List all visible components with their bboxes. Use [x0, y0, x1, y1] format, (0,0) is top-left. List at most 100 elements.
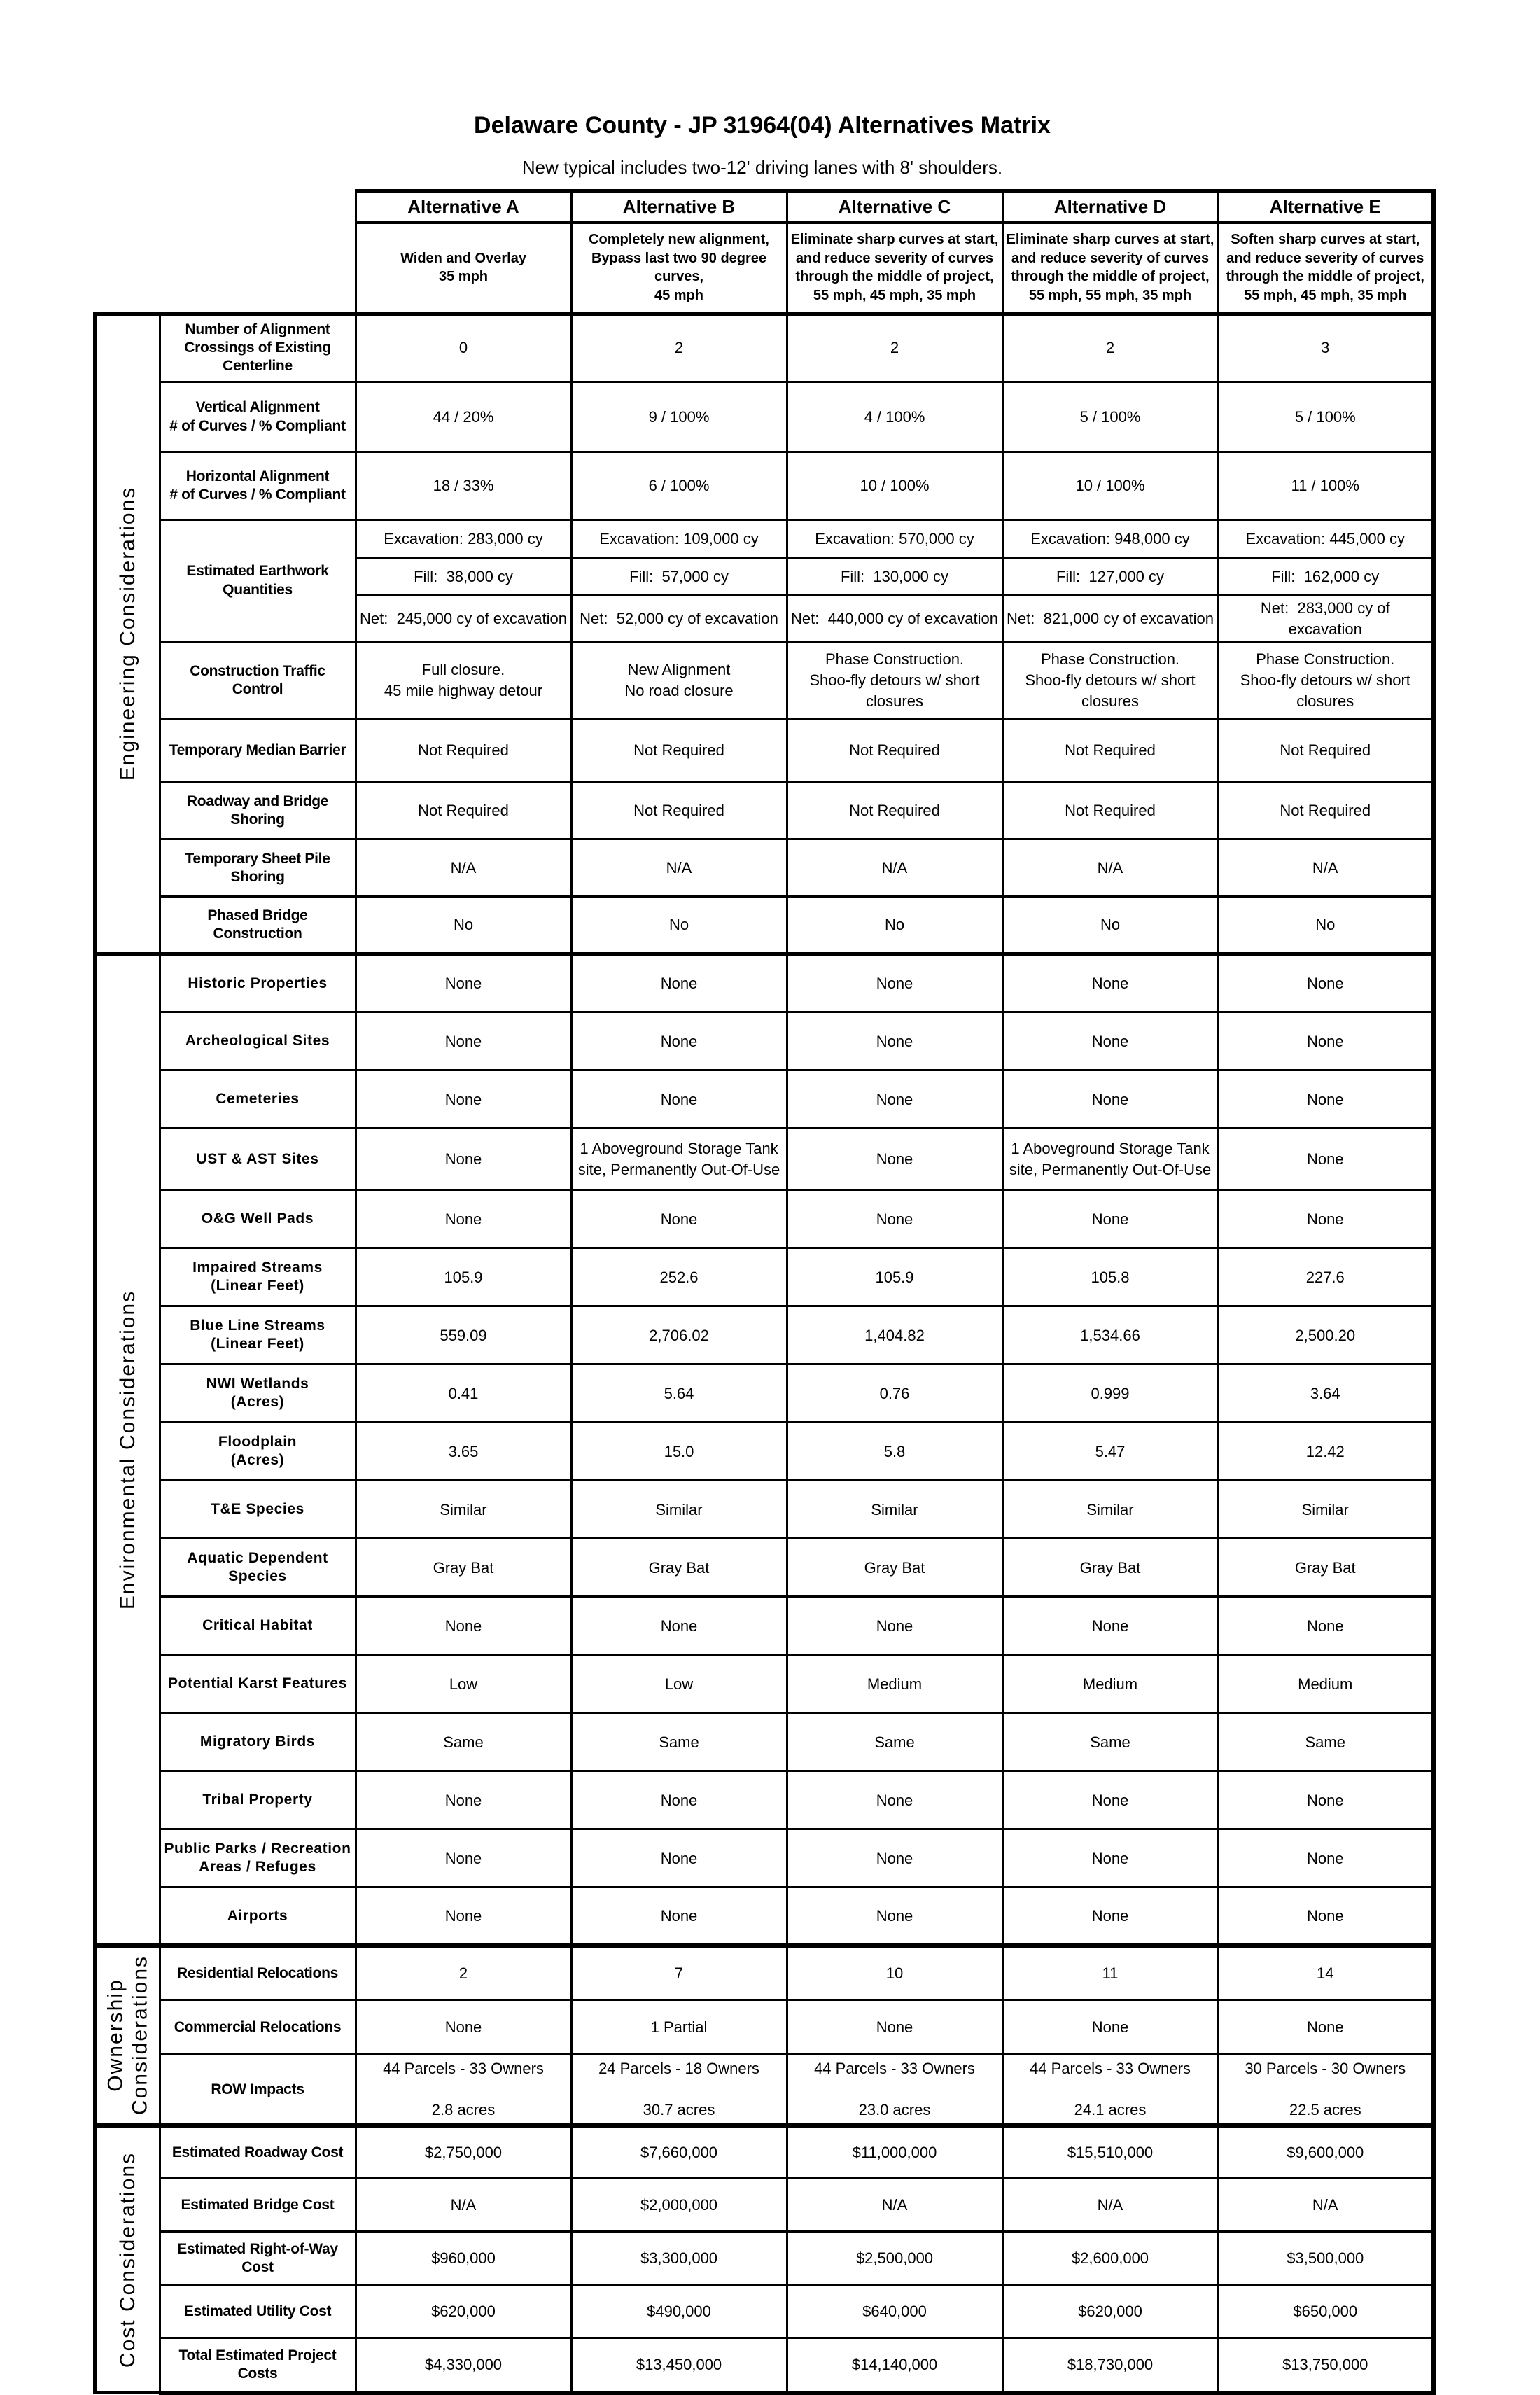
cell-value: 7	[570, 1943, 788, 2002]
column-header-alternative-d: Alternative D	[1001, 189, 1219, 224]
cell-value: 2	[354, 1943, 573, 2002]
cell-value: None	[570, 1011, 788, 1072]
cell-value: None	[1217, 1011, 1436, 1072]
cell-value: Not Required	[1217, 718, 1436, 783]
cell-value: 5 / 100%	[1217, 381, 1436, 453]
row-label: T&E Species	[158, 1479, 357, 1540]
cell-value: $960,000	[354, 2230, 573, 2286]
cell-value: None	[570, 1189, 788, 1250]
cell-value: $4,330,000	[354, 2337, 573, 2395]
cell-value: $490,000	[570, 2284, 788, 2340]
table-row: UST & AST Sites None 1 Aboveground Stora…	[95, 1127, 1436, 1192]
header-blank-corner	[95, 223, 356, 314]
row-label: Number of Alignment Crossings of Existin…	[158, 311, 357, 383]
header-row-names: Alternative A Alternative B Alternative …	[95, 189, 1436, 224]
cell-value: Similar	[785, 1479, 1004, 1540]
cell-value: 9 / 100%	[570, 381, 788, 453]
cell-value: 0.41	[354, 1363, 573, 1424]
cell-value: Net: 52,000 cy of excavation	[570, 594, 788, 643]
table-row: O&G Well Pads None None None None None	[95, 1189, 1436, 1250]
cell-value: $3,300,000	[570, 2230, 788, 2286]
cell-value: None	[1001, 1069, 1219, 1130]
cell-value: 2	[570, 311, 788, 383]
cell-value: Full closure. 45 mile highway detour	[354, 641, 573, 720]
cell-value: N/A	[354, 838, 573, 898]
cell-value: Fill: 162,000 cy	[1217, 557, 1436, 596]
cell-value: Not Required	[570, 718, 788, 783]
cell-value: None	[1217, 1069, 1436, 1130]
row-label: Temporary Sheet Pile Shoring	[158, 838, 357, 898]
cell-value: 105.9	[785, 1247, 1004, 1308]
cell-value: None	[785, 1999, 1004, 2056]
cell-value: None	[785, 1595, 1004, 1656]
section-label-text: Ownership Considerations	[104, 1955, 151, 2116]
cell-value: Excavation: 570,000 cy	[785, 519, 1004, 559]
table-row: Estimated Bridge Cost N/A $2,000,000 N/A…	[95, 2177, 1436, 2233]
cell-value: Gray Bat	[354, 1537, 573, 1598]
cell-value: 5.64	[570, 1363, 788, 1424]
cell-value: 5.8	[785, 1421, 1004, 1482]
cell-value: Excavation: 445,000 cy	[1217, 519, 1436, 559]
cell-value: None	[1217, 1770, 1436, 1831]
cell-value: 30 Parcels - 30 Owners 22.5 acres	[1217, 2053, 1436, 2127]
table-row: Estimated Utility Cost $620,000 $490,000…	[95, 2284, 1436, 2340]
cell-value: None	[570, 1770, 788, 1831]
page-subtitle: New typical includes two-12' driving lan…	[522, 157, 1003, 178]
cell-value: None	[570, 1828, 788, 1889]
row-label: Aquatic Dependent Species	[158, 1537, 357, 1598]
cell-value: None	[570, 1886, 788, 1947]
cell-value: None	[354, 951, 573, 1014]
cell-value: None	[785, 1069, 1004, 1130]
cell-value: 1,404.82	[785, 1305, 1004, 1366]
cell-value: 3.64	[1217, 1363, 1436, 1424]
header-row-descriptions: Widen and Overlay 35 mph Completely new …	[95, 221, 1436, 314]
table-row: Critical Habitat None None None None Non…	[95, 1595, 1436, 1656]
cell-value: None	[1001, 951, 1219, 1014]
cell-value: Not Required	[1001, 718, 1219, 783]
cell-value: $14,140,000	[785, 2337, 1004, 2395]
row-label: ROW Impacts	[158, 2053, 357, 2127]
cell-value: $2,750,000	[354, 2123, 573, 2180]
cell-value: $13,450,000	[570, 2337, 788, 2395]
cell-value: $15,510,000	[1001, 2123, 1219, 2180]
header-blank-corner	[95, 191, 356, 223]
cell-value: 10	[785, 1943, 1004, 2002]
table-row: Temporary Sheet Pile Shoring N/A N/A N/A…	[95, 838, 1436, 898]
row-label: Impaired Streams (Linear Feet)	[158, 1247, 357, 1308]
cell-value: Same	[1001, 1712, 1219, 1773]
cell-value: Similar	[570, 1479, 788, 1540]
row-label: Commercial Relocations	[158, 1999, 357, 2056]
cell-value: Fill: 57,000 cy	[570, 557, 788, 596]
cell-value: Medium	[1217, 1654, 1436, 1715]
table-row: Airports None None None None None	[95, 1886, 1436, 1947]
table-row: Vertical Alignment # of Curves / % Compl…	[95, 381, 1436, 453]
table-row: Total Estimated Project Costs $4,330,000…	[95, 2337, 1436, 2395]
table-row: NWI Wetlands (Acres) 0.41 5.64 0.76 0.99…	[95, 1363, 1436, 1424]
cell-value: Same	[354, 1712, 573, 1773]
cell-value: New Alignment No road closure	[570, 641, 788, 720]
cell-value: None	[1001, 1011, 1219, 1072]
cell-value: None	[785, 1189, 1004, 1250]
cell-value: Not Required	[354, 718, 573, 783]
cell-value: 0.76	[785, 1363, 1004, 1424]
cell-value: None	[785, 1770, 1004, 1831]
cell-value: Gray Bat	[1001, 1537, 1219, 1598]
cell-value: None	[354, 1770, 573, 1831]
cell-value: N/A	[570, 838, 788, 898]
table-row: Horizontal Alignment # of Curves / % Com…	[95, 451, 1436, 521]
cell-value: N/A	[785, 838, 1004, 898]
cell-value: N/A	[1001, 2177, 1219, 2233]
cell-value: 3.65	[354, 1421, 573, 1482]
table-row: Migratory Birds Same Same Same Same Same	[95, 1712, 1436, 1773]
table-row: Temporary Median Barrier Not Required No…	[95, 718, 1436, 783]
row-label: O&G Well Pads	[158, 1189, 357, 1250]
cell-value: None	[1217, 1595, 1436, 1656]
alternatives-matrix-table: Alternative A Alternative B Alternative …	[93, 189, 1436, 2395]
row-label: Public Parks / Recreation Areas / Refuge…	[158, 1828, 357, 1889]
cell-value: Low	[354, 1654, 573, 1715]
cell-value: 12.42	[1217, 1421, 1436, 1482]
row-label: Archeological Sites	[158, 1011, 357, 1072]
cell-value: 1,534.66	[1001, 1305, 1219, 1366]
cell-value: No	[570, 895, 788, 956]
row-label: Estimated Roadway Cost	[158, 2123, 357, 2180]
